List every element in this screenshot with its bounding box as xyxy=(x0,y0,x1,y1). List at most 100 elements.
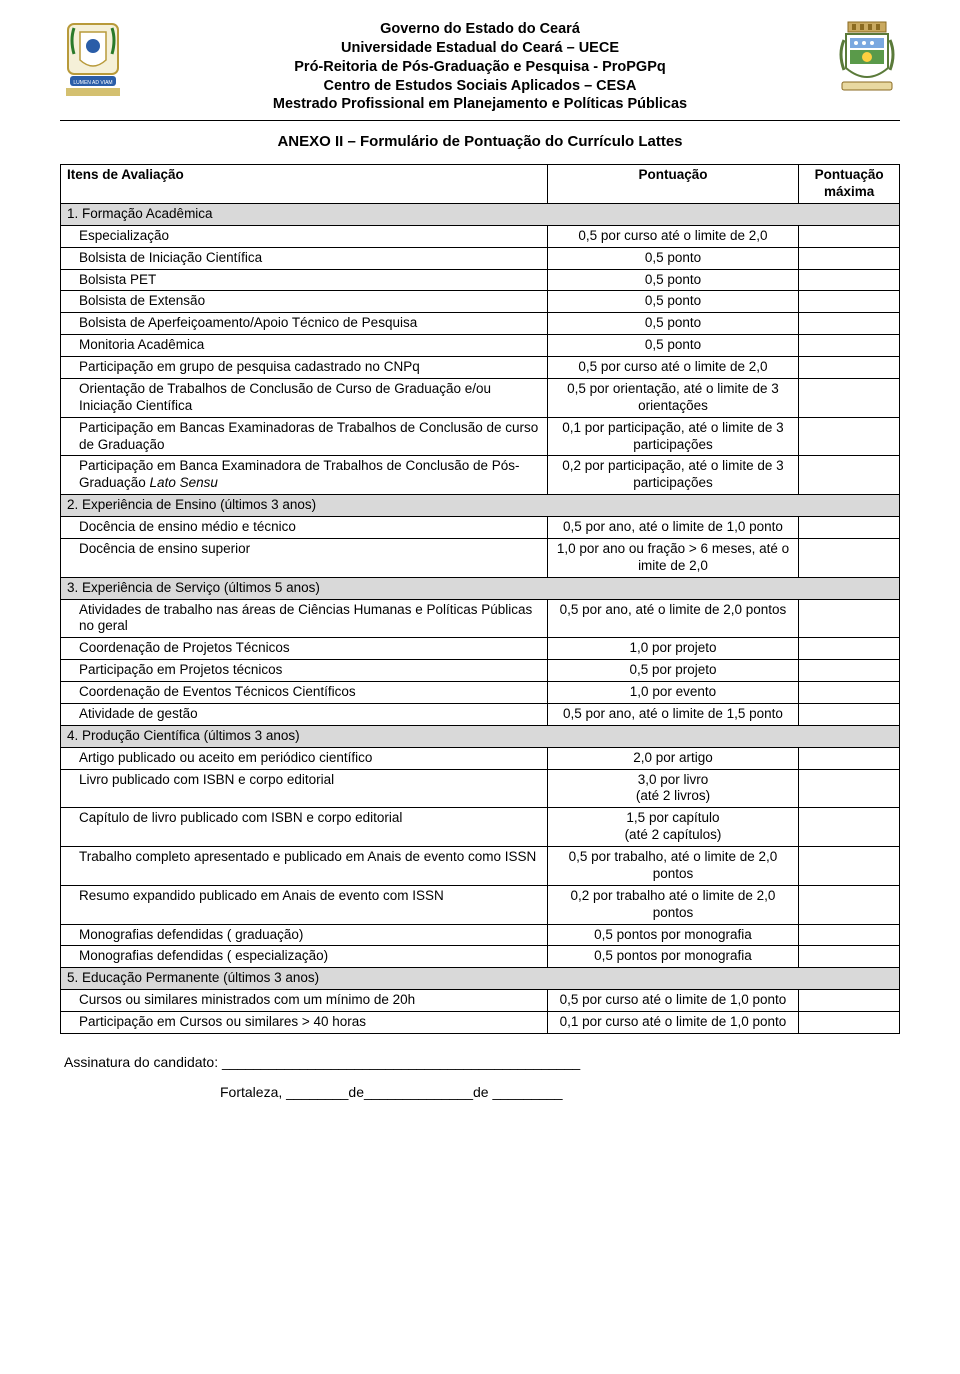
table-row: Orientação de Trabalhos de Conclusão de … xyxy=(61,378,900,417)
max-cell xyxy=(799,417,900,456)
table-row: Atividades de trabalho nas áreas de Ciên… xyxy=(61,599,900,638)
svg-text:LUMEN AD VIAM: LUMEN AD VIAM xyxy=(73,80,112,86)
table-row: Bolsista de Aperfeiçoamento/Apoio Técnic… xyxy=(61,313,900,335)
max-cell xyxy=(799,847,900,886)
item-cell: Bolsista de Iniciação Científica xyxy=(61,247,548,269)
evaluation-table: Itens de Avaliação Pontuação Pontuação m… xyxy=(60,164,900,1034)
section-title: 5. Educação Permanente (últimos 3 anos) xyxy=(61,968,900,990)
score-cell: 0,5 por curso até o limite de 2,0 xyxy=(547,225,799,247)
item-cell: Trabalho completo apresentado e publicad… xyxy=(61,847,548,886)
score-cell: 0,5 pontos por monografia xyxy=(547,924,799,946)
max-cell xyxy=(799,990,900,1012)
table-row: Artigo publicado ou aceito em periódico … xyxy=(61,747,900,769)
page-container: LUMEN AD VIAM Governo do Estado do Ceará… xyxy=(0,0,960,1130)
item-cell: Resumo expandido publicado em Anais de e… xyxy=(61,885,548,924)
item-cell: Participação em Bancas Examinadoras de T… xyxy=(61,417,548,456)
item-cell: Especialização xyxy=(61,225,548,247)
header-score: Pontuação xyxy=(547,165,799,204)
max-cell xyxy=(799,946,900,968)
max-cell xyxy=(799,357,900,379)
header-line-5: Mestrado Profissional em Planejamento e … xyxy=(134,95,826,114)
table-header-row: Itens de Avaliação Pontuação Pontuação m… xyxy=(61,165,900,204)
max-cell xyxy=(799,517,900,539)
score-cell: 0,5 ponto xyxy=(547,291,799,313)
table-row: Especialização0,5 por curso até o limite… xyxy=(61,225,900,247)
section-row: 2. Experiência de Ensino (últimos 3 anos… xyxy=(61,495,900,517)
score-cell: 1,0 por ano ou fração > 6 meses, até o i… xyxy=(547,538,799,577)
max-cell xyxy=(799,456,900,495)
score-cell: 2,0 por artigo xyxy=(547,747,799,769)
table-row: Bolsista PET0,5 ponto xyxy=(61,269,900,291)
max-cell xyxy=(799,703,900,725)
item-cell: Atividade de gestão xyxy=(61,703,548,725)
document-header: LUMEN AD VIAM Governo do Estado do Ceará… xyxy=(60,20,900,114)
item-cell: Monitoria Acadêmica xyxy=(61,335,548,357)
header-max: Pontuação máxima xyxy=(799,165,900,204)
score-cell: 0,5 por projeto xyxy=(547,660,799,682)
section-row: 4. Produção Científica (últimos 3 anos) xyxy=(61,725,900,747)
score-cell: 0,5 ponto xyxy=(547,247,799,269)
table-row: Bolsista de Iniciação Científica0,5 pont… xyxy=(61,247,900,269)
header-line-2: Universidade Estadual do Ceará – UECE xyxy=(134,39,826,58)
score-cell: 1,5 por capítulo(até 2 capítulos) xyxy=(547,808,799,847)
max-cell xyxy=(799,247,900,269)
table-row: Participação em grupo de pesquisa cadast… xyxy=(61,357,900,379)
section-title: 1. Formação Acadêmica xyxy=(61,203,900,225)
item-cell: Bolsista PET xyxy=(61,269,548,291)
table-row: Resumo expandido publicado em Anais de e… xyxy=(61,885,900,924)
header-line-4: Centro de Estudos Sociais Aplicados – CE… xyxy=(134,77,826,96)
score-cell: 1,0 por evento xyxy=(547,682,799,704)
max-cell xyxy=(799,924,900,946)
anexo-title: ANEXO II – Formulário de Pontuação do Cu… xyxy=(60,133,900,150)
max-cell xyxy=(799,660,900,682)
table-row: Coordenação de Projetos Técnicos1,0 por … xyxy=(61,638,900,660)
max-cell xyxy=(799,808,900,847)
score-cell: 0,5 por ano, até o limite de 1,0 ponto xyxy=(547,517,799,539)
table-row: Docência de ensino superior1,0 por ano o… xyxy=(61,538,900,577)
header-line-1: Governo do Estado do Ceará xyxy=(134,20,826,39)
table-row: Monografias defendidas ( especialização)… xyxy=(61,946,900,968)
max-cell xyxy=(799,378,900,417)
score-cell: 0,5 por curso até o limite de 2,0 xyxy=(547,357,799,379)
score-cell: 0,5 ponto xyxy=(547,313,799,335)
item-cell: Orientação de Trabalhos de Conclusão de … xyxy=(61,378,548,417)
signature-line: Assinatura do candidato: _______________… xyxy=(64,1054,900,1070)
item-cell: Participação em Banca Examinadora de Tra… xyxy=(61,456,548,495)
score-cell: 0,5 por ano, até o limite de 1,5 ponto xyxy=(547,703,799,725)
max-cell xyxy=(799,291,900,313)
max-cell xyxy=(799,538,900,577)
table-row: Livro publicado com ISBN e corpo editori… xyxy=(61,769,900,808)
max-cell xyxy=(799,1012,900,1034)
score-cell: 3,0 por livro(até 2 livros) xyxy=(547,769,799,808)
score-cell: 0,5 por ano, até o limite de 2,0 pontos xyxy=(547,599,799,638)
score-cell: 0,5 por orientação, até o limite de 3 or… xyxy=(547,378,799,417)
table-row: Cursos ou similares ministrados com um m… xyxy=(61,990,900,1012)
table-row: Participação em Projetos técnicos0,5 por… xyxy=(61,660,900,682)
max-cell xyxy=(799,313,900,335)
item-cell: Capítulo de livro publicado com ISBN e c… xyxy=(61,808,548,847)
table-row: Capítulo de livro publicado com ISBN e c… xyxy=(61,808,900,847)
item-cell: Bolsista de Extensão xyxy=(61,291,548,313)
max-cell xyxy=(799,225,900,247)
header-divider xyxy=(60,120,900,121)
item-cell: Coordenação de Projetos Técnicos xyxy=(61,638,548,660)
score-cell: 0,5 por curso até o limite de 1,0 ponto xyxy=(547,990,799,1012)
score-cell: 0,5 por trabalho, até o limite de 2,0 po… xyxy=(547,847,799,886)
max-cell xyxy=(799,638,900,660)
item-cell: Livro publicado com ISBN e corpo editori… xyxy=(61,769,548,808)
table-row: Monografias defendidas ( graduação)0,5 p… xyxy=(61,924,900,946)
score-cell: 0,5 ponto xyxy=(547,269,799,291)
item-cell: Coordenação de Eventos Técnicos Científi… xyxy=(61,682,548,704)
item-cell: Participação em Projetos técnicos xyxy=(61,660,548,682)
table-row: Docência de ensino médio e técnico0,5 po… xyxy=(61,517,900,539)
section-title: 4. Produção Científica (últimos 3 anos) xyxy=(61,725,900,747)
max-cell xyxy=(799,682,900,704)
max-cell xyxy=(799,747,900,769)
header-text-block: Governo do Estado do Ceará Universidade … xyxy=(126,20,834,114)
table-row: Monitoria Acadêmica0,5 ponto xyxy=(61,335,900,357)
table-row: Bolsista de Extensão0,5 ponto xyxy=(61,291,900,313)
section-title: 3. Experiência de Serviço (últimos 5 ano… xyxy=(61,577,900,599)
section-row: 3. Experiência de Serviço (últimos 5 ano… xyxy=(61,577,900,599)
table-row: Participação em Cursos ou similares > 40… xyxy=(61,1012,900,1034)
score-cell: 0,2 por participação, até o limite de 3 … xyxy=(547,456,799,495)
